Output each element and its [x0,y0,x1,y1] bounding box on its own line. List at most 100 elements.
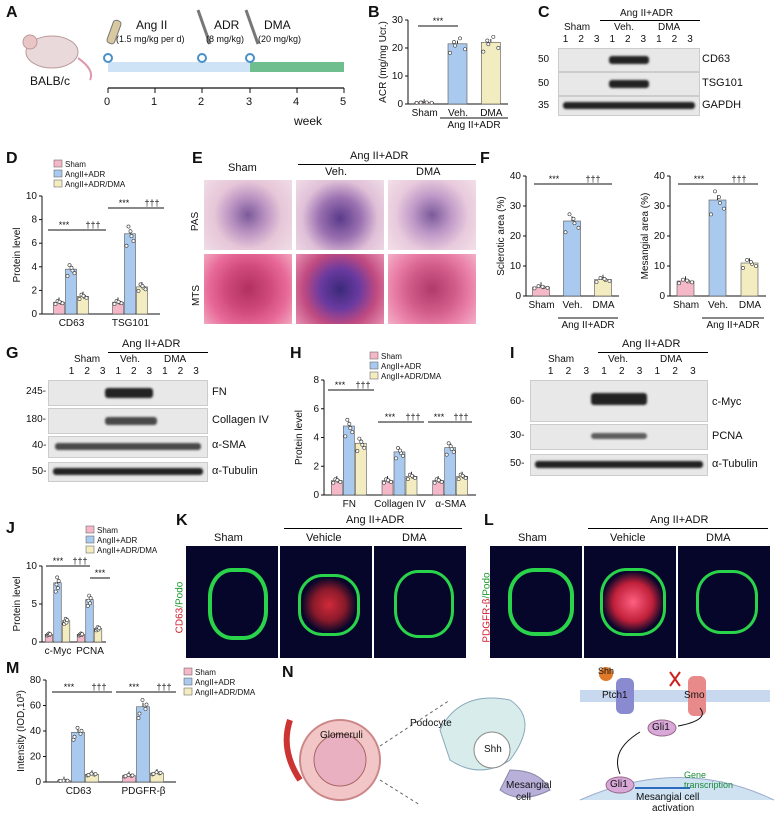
panel-a: A BALB/c Ang II (1.5 mg/kg per d) ADR (8… [0,0,360,140]
data-point [53,589,58,594]
stain-label: MTS [191,284,203,307]
data-point [572,221,577,226]
k-sham-image [186,546,278,658]
data-point [65,778,70,783]
y-tick-label: 0 [35,777,41,788]
panel-label: F [480,150,490,167]
group-label: Ang II+ADR [350,150,409,162]
data-point [81,293,86,298]
data-point [154,770,159,775]
lane-number: 1 [115,366,121,377]
data-point [345,417,350,422]
lane-number: 3 [146,366,153,377]
blot-cd63 [558,48,700,72]
y-tick-label: 20 [30,752,42,763]
data-point [151,771,156,776]
sig-label: *** [549,174,560,184]
label-shh: Shh [598,666,615,676]
group-label: DMA [658,22,681,33]
k-dma-image [374,546,466,658]
sig-label: *** [53,556,64,566]
tick: 5 [340,96,347,108]
data-point [410,473,414,478]
pathway-diagram [283,667,774,805]
mw: 50 [538,54,550,65]
y-tick-label: 10 [26,561,38,572]
y-tick-label: 10 [510,261,522,272]
sig-label: *** [59,220,70,230]
y-tick-label: 2 [31,285,37,296]
y-tick-label: 20 [654,231,666,242]
data-point [338,480,343,484]
data-point [136,289,141,293]
category-label: Sham [412,108,438,119]
data-point [54,582,59,587]
label-ptch1: Ptch1 [602,690,628,701]
y-tick-label: 10 [654,261,666,272]
data-point [67,263,72,268]
y-tick-label: 30 [392,15,404,26]
data-point [436,478,441,483]
panel-label: E [192,150,203,167]
y-tick-label: 0 [31,637,37,648]
group-label: Ang II+ADR [650,514,709,526]
data-point [681,277,685,282]
lane-number: 1 [162,366,168,377]
data-point [347,422,352,426]
data-point [598,276,603,280]
group-label: Vehicle [306,532,342,544]
group-label: Sham [548,354,575,365]
drug-name: Ang II [136,18,168,32]
data-point [84,295,89,300]
y-tick-label: 8 [31,215,37,226]
legend-swatch [85,525,95,534]
data-point [567,212,572,217]
y-tick-label: 5 [31,599,37,610]
data-point [382,480,386,485]
panel-label: D [6,150,18,167]
y-tick-label: 2 [313,461,319,472]
data-point [389,480,393,484]
data-point [140,284,145,288]
data-point [749,260,753,264]
group-label: Ang II+ADR [620,8,674,19]
data-point [362,446,367,450]
y-tick-label: 30 [654,201,666,212]
legend-swatch [53,169,63,178]
lane-number: 3 [690,366,696,377]
label-activation: Mesangial cell [636,792,700,803]
category-label: DMA [739,300,762,311]
marker: TSG101 [702,77,743,89]
data-point [130,773,135,778]
mw: 30- [510,430,525,441]
bar [136,706,150,783]
data-point [429,100,434,105]
data-point [136,716,141,720]
legend-swatch [183,667,193,676]
mw: 245- [26,386,47,397]
y-tick-label: 6 [31,238,37,249]
group-label: DMA [416,166,441,178]
panel-label: J [6,520,15,537]
mw: 50- [510,458,525,469]
chart-h: 0 2 4 6 8 Protein level FN Collagen IV α-SMA *** †… [294,351,476,510]
mw: 50 [538,78,550,89]
y-tick-label: 0 [31,309,37,320]
y-tick-label: 20 [392,43,404,54]
data-point [88,601,92,606]
sig-label: *** [433,16,444,26]
data-point [406,477,410,482]
group-label: Sham [564,22,591,33]
blot-fn [48,380,208,406]
data-point [485,38,490,43]
lane-number: 2 [619,366,625,377]
lane-number: 3 [99,366,106,377]
data-point [424,100,429,105]
data-point [741,266,745,270]
y-axis-label: Protein level [294,410,305,465]
group-label: DMA [164,354,187,365]
lane-number: 3 [687,34,693,45]
panel-label: B [368,4,380,21]
data-point [143,287,148,292]
category-label: PDGFR-β [121,786,165,797]
